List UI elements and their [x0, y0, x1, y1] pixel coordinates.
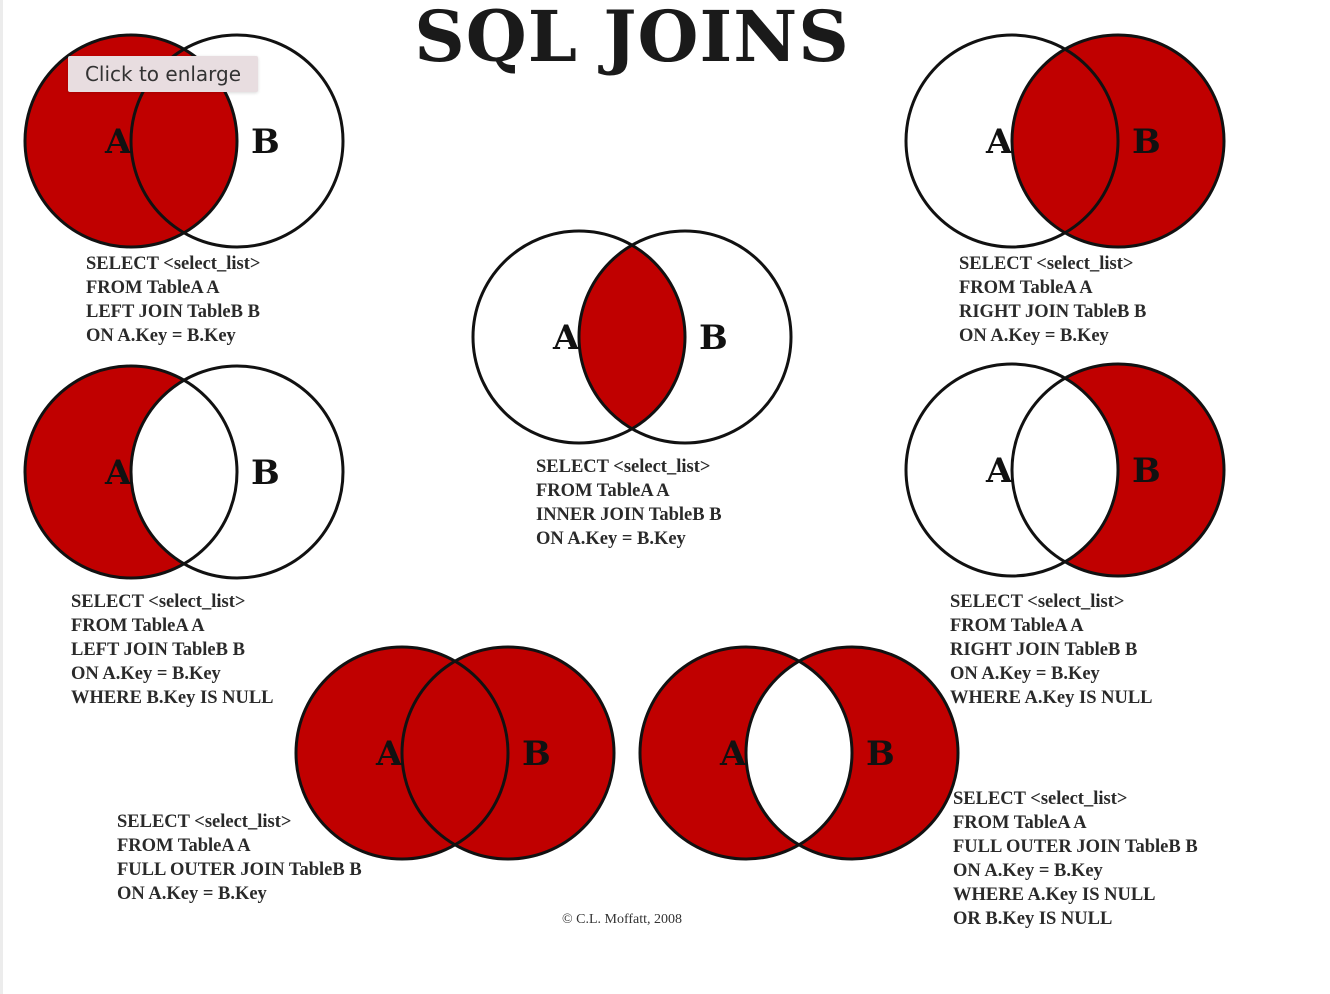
circle-b-outline — [129, 364, 345, 580]
intersection-region — [579, 231, 685, 443]
sql-line: ON A.Key = B.Key — [953, 861, 1103, 881]
sql-line: FROM TableA A — [953, 813, 1087, 833]
sql-line: WHERE A.Key IS NULL — [953, 885, 1156, 905]
intersection-region — [746, 647, 852, 859]
sql-right-join-null: SELECT <select_list> FROM TableA A RIGHT J… — [950, 590, 1153, 710]
sql-line: FROM TableA A — [536, 481, 670, 501]
sql-line: ON A.Key = B.Key — [950, 664, 1100, 684]
sql-line: SELECT <select_list> — [959, 254, 1134, 274]
sql-line: WHERE B.Key IS NULL — [71, 688, 274, 708]
page-title: SQL JOINS — [414, 0, 850, 78]
label-b: B — [699, 318, 728, 358]
intersection-region — [131, 366, 237, 578]
intersection-region — [1012, 364, 1118, 576]
intersection-region — [1012, 35, 1118, 247]
label-b: B — [251, 453, 280, 493]
sql-line: ON A.Key = B.Key — [86, 326, 236, 346]
label-a: A — [104, 122, 132, 162]
sql-line: ON A.Key = B.Key — [536, 529, 686, 549]
intersection-region — [402, 647, 508, 859]
label-b: B — [1132, 122, 1161, 162]
label-b: B — [522, 734, 551, 774]
label-a: A — [985, 122, 1013, 162]
sql-left-join-null: SELECT <select_list> FROM TableA A LEFT JO… — [71, 590, 274, 710]
circle-b-outline — [577, 229, 793, 445]
sql-line: ON A.Key = B.Key — [117, 884, 267, 904]
sql-line: SELECT <select_list> — [950, 592, 1125, 612]
circle-a-outline — [904, 362, 1120, 578]
circle-b-outline — [1010, 33, 1226, 249]
circle-a-outline — [904, 33, 1120, 249]
circle-b-outline — [744, 645, 960, 861]
label-a: A — [104, 453, 132, 493]
circle-b-outline — [1010, 362, 1226, 578]
label-a: A — [552, 318, 580, 358]
sql-line: FULL OUTER JOIN TableB B — [953, 837, 1198, 857]
circle-a-outline — [23, 364, 239, 580]
label-a: A — [719, 734, 747, 774]
sql-line: SELECT <select_list> — [117, 812, 292, 832]
sql-line: SELECT <select_list> — [953, 789, 1128, 809]
sql-line: FULL OUTER JOIN TableB B — [117, 860, 362, 880]
sql-line: RIGHT JOIN TableB B — [950, 640, 1138, 660]
copyright-credit: © C.L. Moffatt, 2008 — [562, 912, 683, 927]
circle-b-outline — [400, 645, 616, 861]
sql-line: OR B.Key IS NULL — [953, 909, 1113, 929]
sql-line: SELECT <select_list> — [536, 457, 711, 477]
sql-line: SELECT <select_list> — [86, 254, 261, 274]
sql-line: SELECT <select_list> — [71, 592, 246, 612]
circle-a-outline — [294, 645, 510, 861]
sql-line: FROM TableA A — [86, 278, 220, 298]
sql-line: ON A.Key = B.Key — [959, 326, 1109, 346]
circle-a-outline — [23, 33, 239, 249]
sql-line: FROM TableA A — [71, 616, 205, 636]
sql-right-join: SELECT <select_list> FROM TableA A RIGHT J… — [959, 252, 1146, 348]
circle-a-outline — [471, 229, 687, 445]
sql-left-join: SELECT <select_list> FROM TableA A LEFT JO… — [86, 252, 260, 348]
click-to-enlarge-button[interactable]: Click to enlarge — [68, 56, 258, 92]
sql-line: LEFT JOIN TableB B — [71, 640, 245, 660]
circle-b-outline — [129, 33, 345, 249]
label-b: B — [866, 734, 895, 774]
sql-line: WHERE A.Key IS NULL — [950, 688, 1153, 708]
sql-line: LEFT JOIN TableB B — [86, 302, 260, 322]
label-a: A — [985, 451, 1013, 491]
label-b: B — [251, 122, 280, 162]
label-b: B — [1132, 451, 1161, 491]
sql-full-outer-join: SELECT <select_list> FROM TableA A FULL OU… — [117, 810, 362, 906]
sql-line: FROM TableA A — [959, 278, 1093, 298]
sql-line: ON A.Key = B.Key — [71, 664, 221, 684]
circle-a-outline — [638, 645, 854, 861]
sql-line: RIGHT JOIN TableB B — [959, 302, 1147, 322]
sql-line: INNER JOIN TableB B — [536, 505, 722, 525]
sql-inner-join: SELECT <select_list> FROM TableA A INNER J… — [536, 455, 722, 551]
sql-full-outer-join-null: SELECT <select_list> FROM TableA A FULL OU… — [953, 787, 1198, 931]
frame-edge — [0, 0, 3, 994]
sql-line: FROM TableA A — [117, 836, 251, 856]
label-a: A — [375, 734, 403, 774]
sql-line: FROM TableA A — [950, 616, 1084, 636]
